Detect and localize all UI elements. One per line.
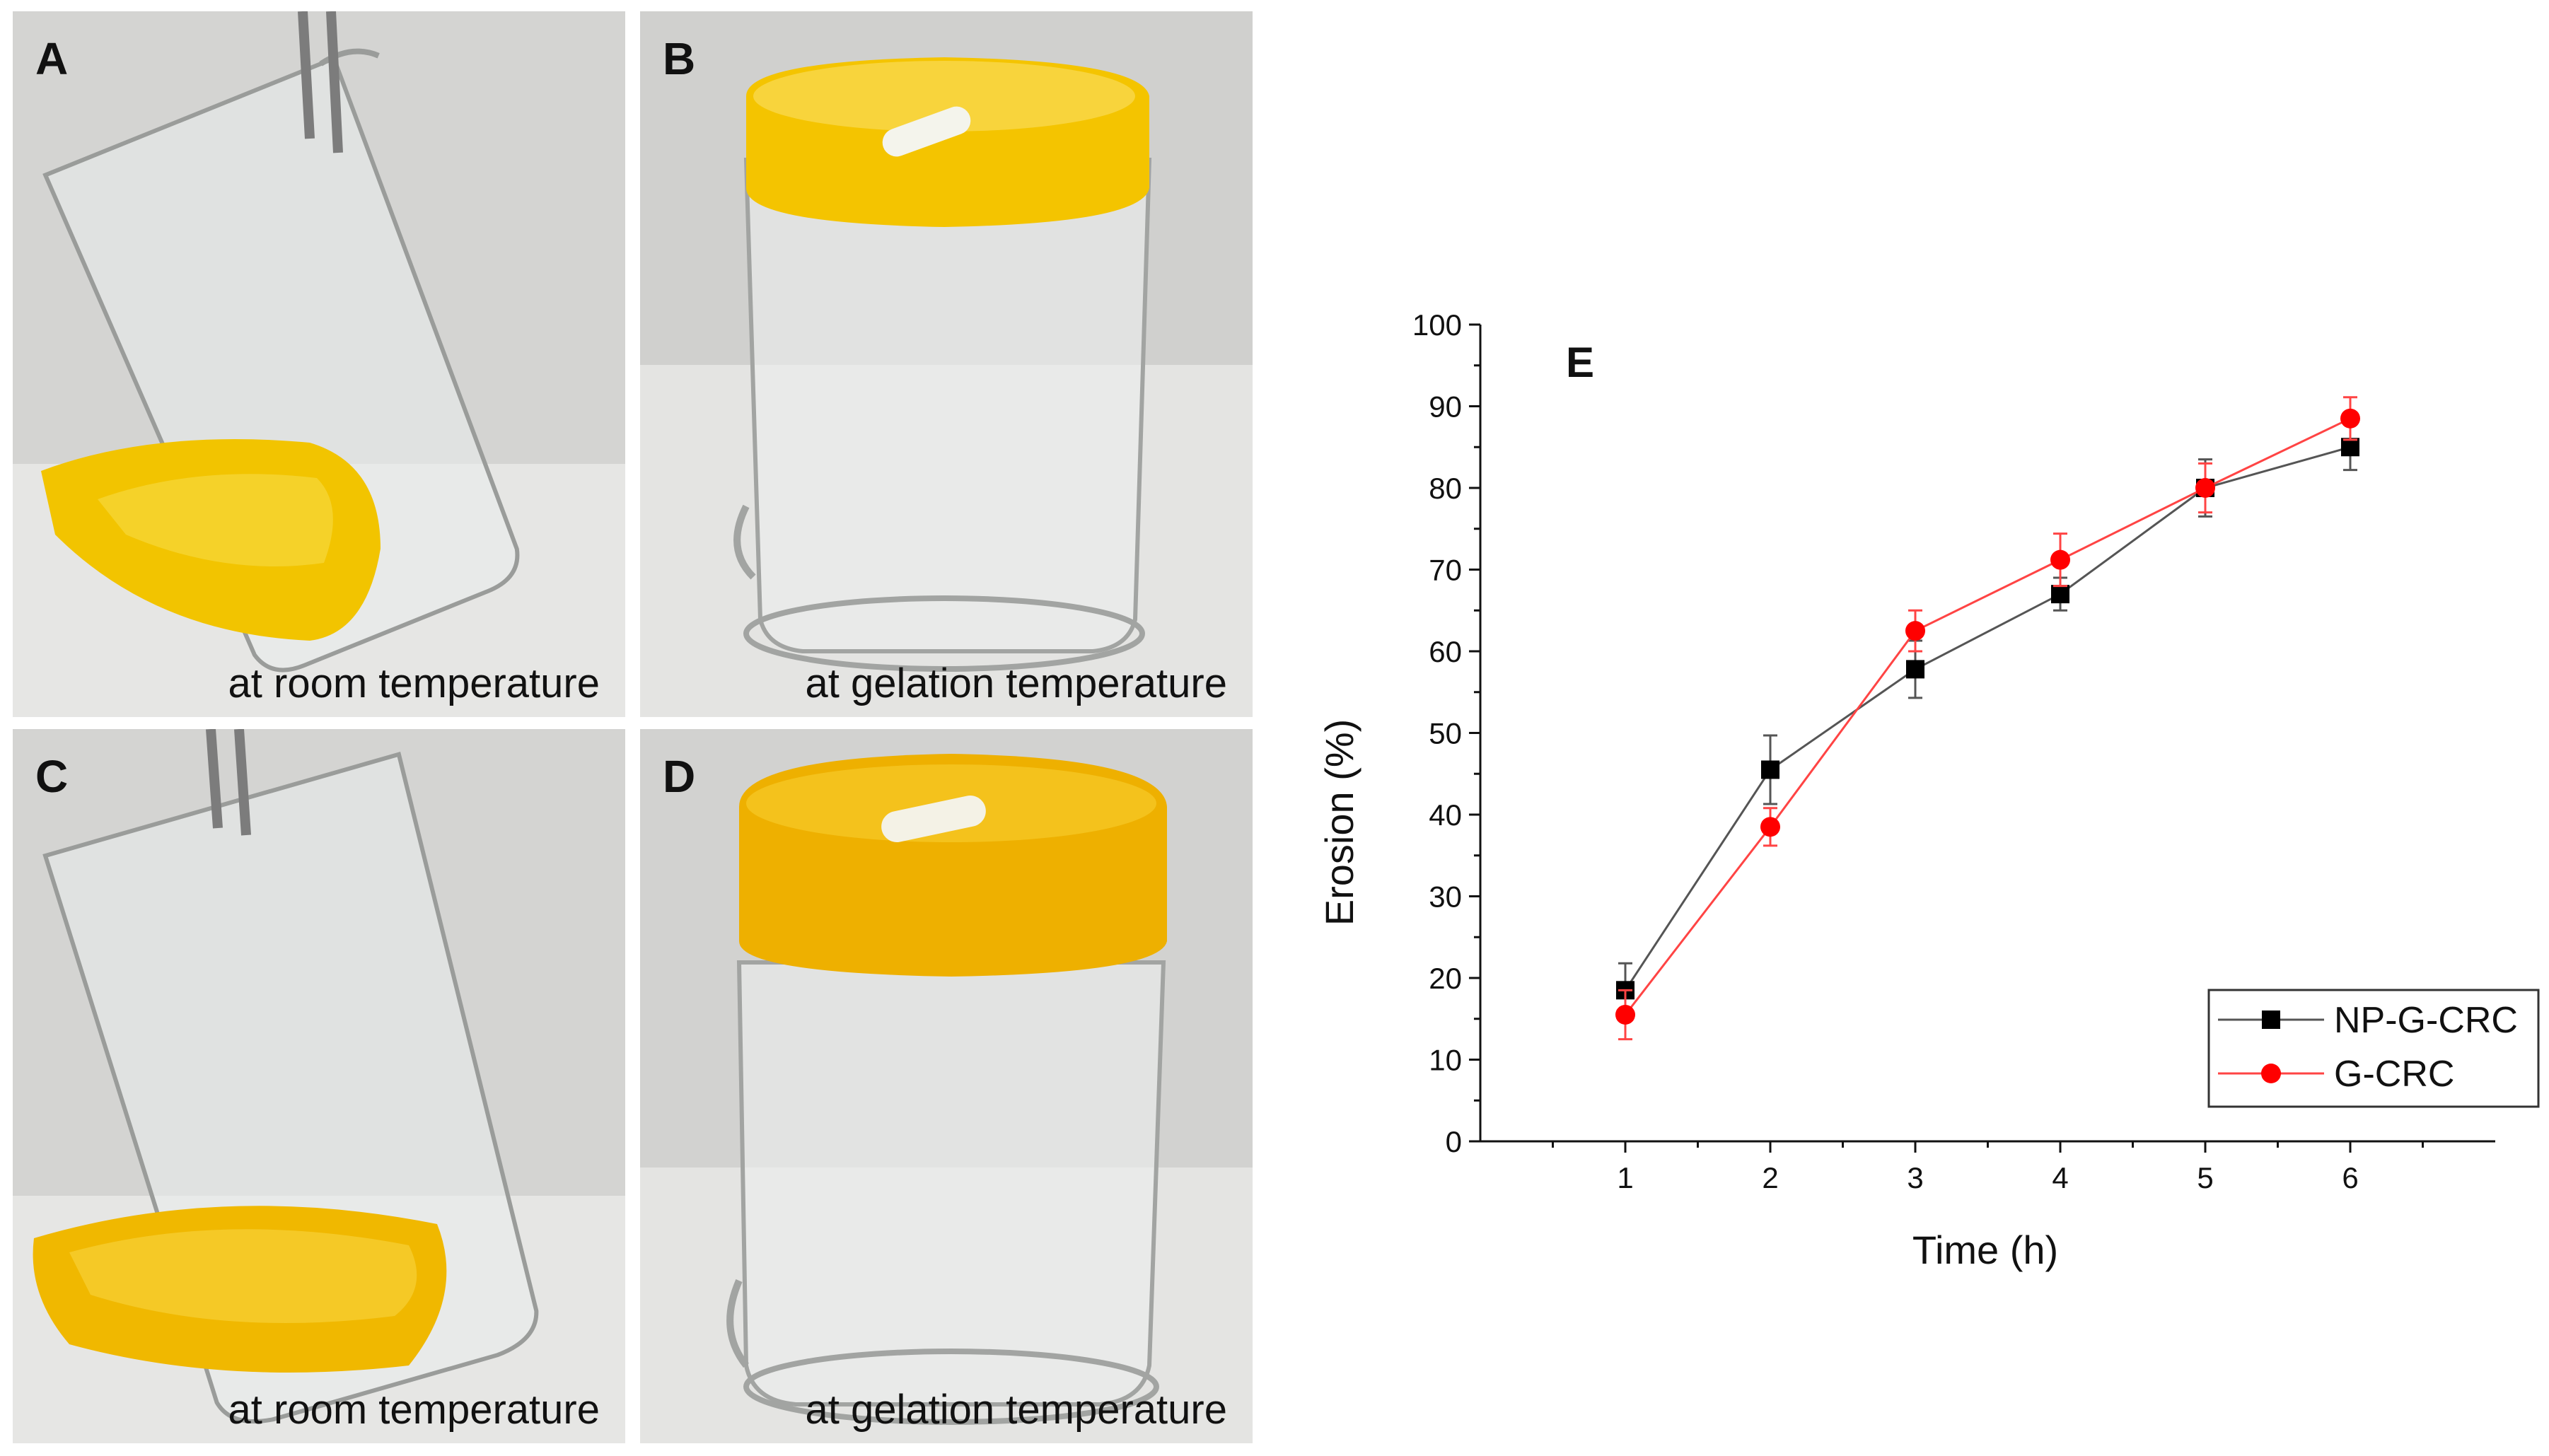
panel-letter-a: A xyxy=(35,33,69,84)
photo-panel-d: D at gelation temperature xyxy=(640,729,1253,1443)
data-point-g-crc xyxy=(1760,817,1780,837)
x-axis-title: Time (h) xyxy=(1912,1228,2058,1272)
data-point-np-g-crc xyxy=(1906,660,1924,679)
data-point-g-crc xyxy=(2340,408,2360,429)
y-tick-label: 20 xyxy=(1429,962,1462,995)
photo-panel-c: C at room temperature xyxy=(13,729,625,1443)
y-axis-title: Erosion (%) xyxy=(1317,719,1361,926)
data-point-g-crc xyxy=(2050,549,2070,570)
panel-letter-b: B xyxy=(663,33,696,84)
y-tick-label: 100 xyxy=(1412,308,1462,342)
panel-caption-b: at gelation temperature xyxy=(805,660,1227,706)
data-point-g-crc xyxy=(1615,1004,1635,1025)
legend-box xyxy=(2207,989,2540,1108)
x-tick-label: 4 xyxy=(2052,1161,2068,1194)
beaker-photo-b xyxy=(640,11,1253,717)
erosion-chart: 0 10 20 30 40 50 60 70 80 90 100 1 2 3 4 5 6 E Time (h)… xyxy=(1266,0,2549,1456)
photo-panel-a: A at room temperature xyxy=(13,11,625,717)
y-axis-ticks: 0 10 20 30 40 50 60 70 80 90 100 xyxy=(1412,308,1480,1158)
y-tick-label: 0 xyxy=(1446,1125,1462,1158)
series-line-np-g-crc xyxy=(1624,445,2351,991)
y-tick-label: 60 xyxy=(1429,635,1462,668)
x-tick-label: 5 xyxy=(2197,1161,2213,1194)
erosion-chart-svg: 0 10 20 30 40 50 60 70 80 90 100 1 2 3 4 5 6 E Time (h)… xyxy=(1266,0,2549,1456)
photo-panel-b: B at gelation temperature xyxy=(640,11,1253,717)
legend-label-np-g-crc: NP-G-CRC xyxy=(2334,1000,2518,1041)
data-point-np-g-crc xyxy=(1761,760,1779,779)
data-point-g-crc xyxy=(2195,478,2215,498)
series-g-crc xyxy=(1615,396,2360,1041)
y-tick-label: 40 xyxy=(1429,798,1462,832)
beaker-photo-a xyxy=(13,11,625,717)
legend-marker-np-g-crc xyxy=(2262,1011,2280,1029)
x-tick-label: 2 xyxy=(1762,1161,1778,1194)
panel-caption-a: at room temperature xyxy=(228,660,600,706)
y-tick-label: 50 xyxy=(1429,717,1462,750)
y-tick-label: 10 xyxy=(1429,1044,1462,1077)
data-point-g-crc xyxy=(1905,621,1925,641)
beaker-photo-c xyxy=(13,729,625,1443)
x-tick-label: 1 xyxy=(1617,1161,1633,1194)
y-tick-label: 90 xyxy=(1429,390,1462,424)
x-tick-label: 6 xyxy=(2342,1161,2358,1194)
panel-caption-d: at gelation temperature xyxy=(805,1387,1227,1433)
data-point-np-g-crc xyxy=(2341,438,2359,457)
series-line-g-crc xyxy=(1624,417,2351,1015)
x-axis-ticks: 1 2 3 4 5 6 xyxy=(1552,1141,2424,1194)
y-tick-label: 70 xyxy=(1429,554,1462,587)
legend: NP-G-CRC G-CRC xyxy=(2207,989,2540,1108)
legend-label-g-crc: G-CRC xyxy=(2334,1054,2454,1095)
panel-letter-d: D xyxy=(663,751,696,802)
y-tick-label: 30 xyxy=(1429,880,1462,914)
y-tick-label: 80 xyxy=(1429,472,1462,505)
series-layer xyxy=(1615,396,2360,1041)
x-tick-label: 3 xyxy=(1907,1161,1923,1194)
data-point-np-g-crc xyxy=(2051,585,2069,604)
chart-panel-letter: E xyxy=(1566,339,1594,386)
panel-caption-c: at room temperature xyxy=(228,1387,600,1433)
legend-marker-g-crc xyxy=(2261,1064,2281,1083)
panel-letter-c: C xyxy=(35,751,69,802)
beaker-photo-d xyxy=(640,729,1253,1443)
